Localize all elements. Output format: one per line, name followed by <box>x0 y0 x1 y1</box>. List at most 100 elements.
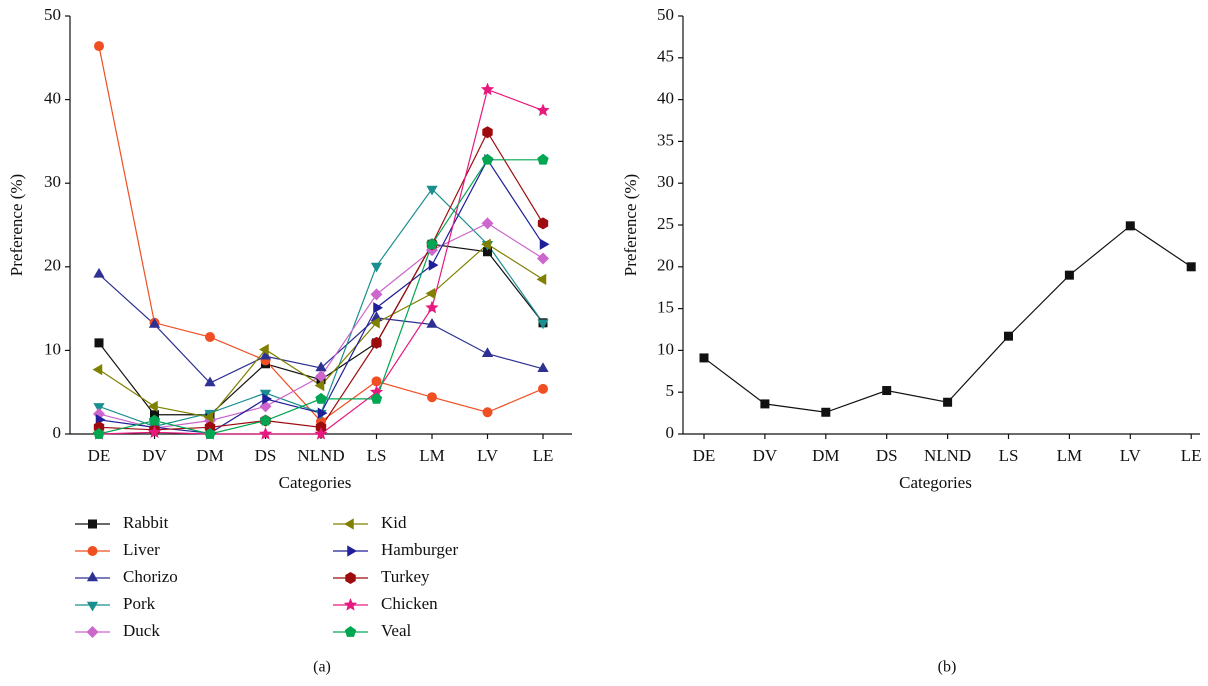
data-point <box>481 217 494 230</box>
data-point <box>428 259 439 271</box>
data-point <box>94 338 104 348</box>
x-tick-label: DE <box>88 446 111 465</box>
data-point <box>760 399 770 409</box>
data-point <box>259 343 269 356</box>
y-tick-label: 40 <box>44 89 61 108</box>
data-point <box>148 400 158 413</box>
data-point <box>537 319 549 330</box>
legend-marker <box>343 598 358 611</box>
data-point <box>315 361 327 372</box>
data-point <box>203 411 214 423</box>
data-point <box>314 379 325 392</box>
data-point <box>426 317 438 328</box>
x-tick-label: DE <box>693 446 716 465</box>
data-point <box>537 252 549 265</box>
data-point <box>258 427 273 440</box>
y-tick-label: 30 <box>657 172 674 191</box>
y-axis-title: Preference (%) <box>621 174 640 276</box>
x-tick-label: LE <box>533 446 554 465</box>
data-point <box>370 262 383 273</box>
data-point <box>821 407 831 417</box>
data-point <box>259 349 272 360</box>
data-point <box>370 288 383 301</box>
data-point <box>1125 221 1135 231</box>
legend-marker <box>86 571 99 582</box>
data-point <box>259 389 272 400</box>
legend-marker <box>344 626 357 637</box>
data-point <box>1186 262 1196 272</box>
data-point <box>425 300 439 314</box>
data-point <box>371 376 382 387</box>
data-point <box>370 317 380 329</box>
data-point <box>259 414 272 426</box>
data-point <box>537 362 549 373</box>
series-line <box>98 243 544 418</box>
data-point <box>204 428 216 439</box>
x-axis-title: Categories <box>899 473 972 492</box>
legend-marker <box>88 519 97 529</box>
x-tick-label: LM <box>419 446 445 465</box>
data-point <box>538 383 548 394</box>
y-tick-label: 40 <box>657 89 674 108</box>
x-tick-label: DS <box>255 446 277 465</box>
x-tick-label: LS <box>367 446 387 465</box>
data-point <box>369 385 384 398</box>
data-point <box>480 82 495 96</box>
data-point <box>482 407 493 418</box>
data-point <box>537 217 549 230</box>
data-point <box>425 287 436 300</box>
x-tick-label: LS <box>999 446 1019 465</box>
legend-label: Chorizo <box>123 567 178 586</box>
x-tick-label: LV <box>477 446 499 465</box>
legend-marker <box>347 545 357 557</box>
data-point <box>94 41 104 52</box>
x-tick-label: DV <box>142 446 167 465</box>
series-line <box>98 159 543 435</box>
legend-marker <box>86 601 99 612</box>
y-tick-label: 20 <box>44 256 61 275</box>
data-point <box>426 238 438 250</box>
data-point <box>699 353 709 363</box>
data-point <box>481 238 491 250</box>
legend-label: Duck <box>123 621 160 640</box>
data-point <box>93 267 105 278</box>
y-tick-label: 0 <box>666 423 675 442</box>
y-tick-label: 35 <box>657 130 674 149</box>
data-point <box>317 407 328 419</box>
data-point <box>882 386 892 396</box>
data-point <box>371 336 382 349</box>
legend-label: Turkey <box>381 567 430 586</box>
x-axis-title: Categories <box>279 473 352 492</box>
caption: (b) <box>938 659 957 676</box>
series-line <box>703 225 1192 413</box>
legend-marker <box>344 518 354 530</box>
y-tick-label: 50 <box>657 5 674 24</box>
data-point <box>148 317 161 328</box>
y-tick-label: 45 <box>657 47 674 66</box>
x-tick-label: NLND <box>297 446 344 465</box>
data-point <box>483 247 492 257</box>
data-point <box>370 392 383 404</box>
data-point <box>262 393 272 405</box>
series-line <box>98 158 544 434</box>
legend-label: Veal <box>381 621 411 640</box>
data-point <box>315 392 327 404</box>
legend-marker <box>86 626 99 638</box>
legend-label: Liver <box>123 540 160 559</box>
data-point <box>205 332 215 343</box>
data-point <box>373 302 383 314</box>
x-tick-label: DV <box>753 446 778 465</box>
x-tick-label: LE <box>1181 446 1202 465</box>
legend-label: Chicken <box>381 594 438 613</box>
y-tick-label: 25 <box>657 214 674 233</box>
y-tick-label: 10 <box>657 339 674 358</box>
x-tick-label: DM <box>812 446 839 465</box>
y-tick-label: 10 <box>44 339 61 358</box>
data-point <box>536 273 547 285</box>
data-point <box>943 397 953 407</box>
legend-label: Hamburger <box>381 540 458 559</box>
caption: (a) <box>313 659 331 676</box>
data-point <box>314 427 328 440</box>
legend-marker <box>345 572 356 584</box>
